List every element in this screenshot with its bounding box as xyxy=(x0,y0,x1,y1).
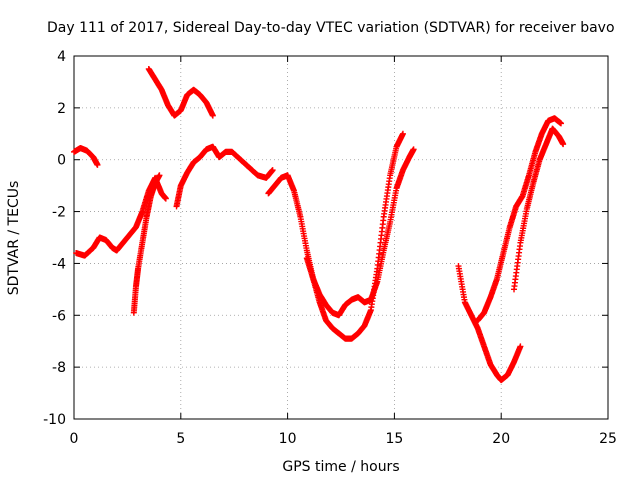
y-tick-label: -6 xyxy=(52,308,66,324)
data-point xyxy=(269,167,276,174)
axis-ticks: 0 5 10 15 20 25 -10 -8 -6 -4 -2 0 2 4 xyxy=(43,49,617,447)
series-arc-4 xyxy=(145,65,216,119)
x-tick-label: 25 xyxy=(599,431,617,447)
data-point xyxy=(94,161,101,168)
y-tick-label: -2 xyxy=(52,205,66,221)
series-arc-1 xyxy=(71,145,101,168)
data-point xyxy=(560,141,567,148)
series-arc-5 xyxy=(173,143,276,210)
y-tick-label: 2 xyxy=(57,101,66,117)
series-arc-7 xyxy=(303,146,417,319)
y-axis-label: SDTVAR / TECUs xyxy=(6,181,22,296)
data-point xyxy=(162,195,169,202)
plot-frame xyxy=(73,55,609,420)
series-arc-3 xyxy=(130,172,163,316)
grid xyxy=(74,56,608,419)
y-tick-label: -10 xyxy=(43,412,66,428)
y-tick-label: -4 xyxy=(52,256,66,272)
data-point xyxy=(558,120,565,127)
data-point xyxy=(209,112,216,119)
x-tick-label: 20 xyxy=(492,431,510,447)
x-tick-label: 5 xyxy=(176,431,185,447)
data-point xyxy=(517,343,524,350)
x-tick-label: 0 xyxy=(70,431,79,447)
y-tick-label: -8 xyxy=(52,360,66,376)
data-points xyxy=(71,65,567,384)
data-point xyxy=(399,130,406,137)
x-axis-label: GPS time / hours xyxy=(282,459,399,475)
chart-title: Day 111 of 2017, Sidereal Day-to-day VTE… xyxy=(47,20,615,36)
series-arc-10 xyxy=(511,125,567,293)
series-arc-8 xyxy=(455,263,524,384)
data-point xyxy=(410,146,417,153)
series-arc-9 xyxy=(474,115,565,324)
data-point xyxy=(156,172,163,179)
y-tick-label: 4 xyxy=(57,49,66,65)
y-tick-label: 0 xyxy=(57,153,66,169)
x-tick-label: 10 xyxy=(279,431,297,447)
x-tick-label: 15 xyxy=(385,431,403,447)
